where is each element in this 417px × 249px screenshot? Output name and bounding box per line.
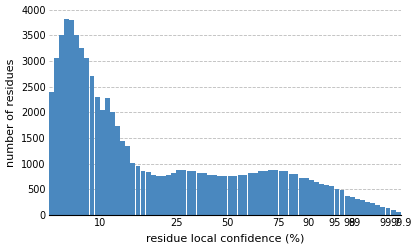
Bar xyxy=(380,207,385,215)
Bar xyxy=(248,173,258,215)
Bar xyxy=(49,92,54,215)
Bar xyxy=(74,35,79,215)
X-axis label: residue local confidence (%): residue local confidence (%) xyxy=(146,234,304,244)
Bar xyxy=(136,166,141,215)
Bar xyxy=(258,171,268,215)
Bar xyxy=(54,58,59,215)
Bar xyxy=(370,203,375,215)
Bar xyxy=(187,171,196,215)
Bar xyxy=(391,210,396,215)
Bar xyxy=(69,20,74,215)
Bar xyxy=(146,173,151,215)
Bar xyxy=(355,199,360,215)
Bar xyxy=(151,175,156,215)
Bar xyxy=(131,163,135,215)
Bar xyxy=(126,146,130,215)
Bar xyxy=(115,126,120,215)
Bar xyxy=(120,141,125,215)
Bar xyxy=(141,171,146,215)
Bar xyxy=(268,170,278,215)
Bar xyxy=(171,173,176,215)
Bar xyxy=(176,170,186,215)
Bar xyxy=(156,176,161,215)
Bar xyxy=(105,98,110,215)
Bar xyxy=(375,205,380,215)
Bar xyxy=(329,186,334,215)
Bar xyxy=(238,175,247,215)
Bar xyxy=(319,184,324,215)
Bar xyxy=(85,58,89,215)
Bar xyxy=(314,182,319,215)
Bar xyxy=(161,176,166,215)
Bar xyxy=(207,175,217,215)
Bar xyxy=(386,208,390,215)
Bar xyxy=(289,174,299,215)
Bar xyxy=(100,110,105,215)
Bar xyxy=(228,176,237,215)
Bar xyxy=(396,212,401,215)
Bar xyxy=(90,76,94,215)
Bar xyxy=(365,202,370,215)
Y-axis label: number of residues: number of residues xyxy=(5,58,15,167)
Bar xyxy=(340,190,344,215)
Bar xyxy=(279,171,288,215)
Bar xyxy=(197,173,206,215)
Bar xyxy=(166,175,171,215)
Bar xyxy=(309,180,314,215)
Bar xyxy=(360,200,365,215)
Bar xyxy=(95,97,100,215)
Bar xyxy=(299,178,309,215)
Bar xyxy=(345,196,349,215)
Bar xyxy=(334,189,339,215)
Bar xyxy=(59,35,64,215)
Bar xyxy=(217,176,227,215)
Bar xyxy=(324,185,329,215)
Bar xyxy=(79,48,84,215)
Bar xyxy=(350,197,355,215)
Bar xyxy=(110,112,115,215)
Bar xyxy=(64,19,69,215)
